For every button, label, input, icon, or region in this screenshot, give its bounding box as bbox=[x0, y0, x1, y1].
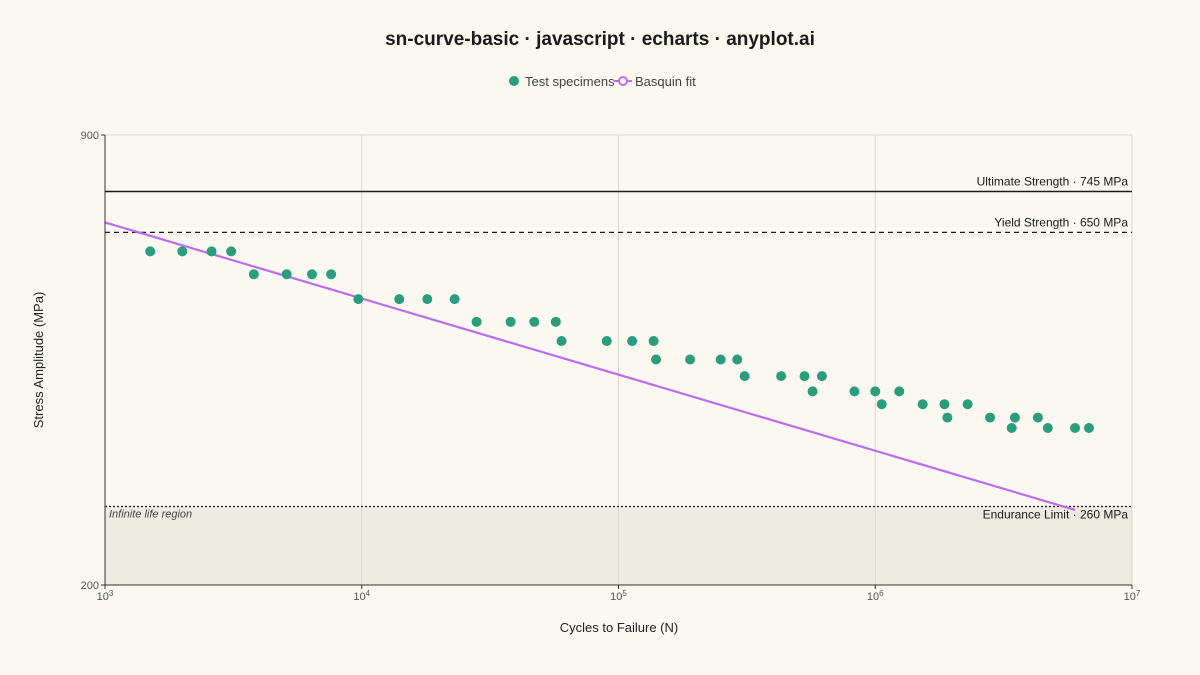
legend[interactable]: Test specimens Basquin fit bbox=[509, 74, 696, 89]
plot-area: Infinite life region Ultimate Strength · … bbox=[104, 134, 1133, 585]
y-axis-label: Stress Amplitude (MPa) bbox=[31, 292, 46, 429]
data-point bbox=[1032, 412, 1043, 423]
data-point bbox=[776, 371, 787, 382]
data-point bbox=[394, 294, 405, 305]
data-point bbox=[556, 336, 567, 347]
x-tick-label: 105 bbox=[610, 589, 627, 603]
data-point bbox=[1006, 423, 1017, 434]
x-tick-label: 107 bbox=[1124, 589, 1141, 603]
data-point bbox=[281, 269, 292, 280]
x-axis-label: Cycles to Failure (N) bbox=[560, 620, 678, 635]
data-point bbox=[876, 399, 887, 410]
yield-label: Yield Strength · 650 MPa bbox=[994, 215, 1128, 229]
data-point bbox=[449, 294, 460, 305]
axes: 103 104 105 106 107 200 900 bbox=[81, 130, 1141, 603]
data-point bbox=[1083, 423, 1094, 434]
data-point bbox=[471, 316, 482, 327]
data-point bbox=[353, 294, 364, 305]
data-point bbox=[807, 386, 818, 397]
basquin-fit-line bbox=[104, 221, 1076, 512]
legend-marker-basquin-fit bbox=[618, 76, 628, 86]
data-point bbox=[739, 371, 750, 382]
data-point bbox=[177, 246, 188, 257]
data-point bbox=[601, 336, 612, 347]
data-point bbox=[206, 246, 217, 257]
data-point bbox=[226, 246, 237, 257]
data-point bbox=[306, 269, 317, 280]
legend-marker-test-specimens bbox=[509, 76, 519, 86]
data-point bbox=[816, 371, 827, 382]
data-point bbox=[529, 316, 540, 327]
data-point bbox=[917, 399, 928, 410]
x-tick-label: 103 bbox=[97, 589, 114, 603]
legend-label-basquin-fit: Basquin fit bbox=[635, 74, 696, 89]
data-point bbox=[248, 269, 259, 280]
data-point bbox=[849, 386, 860, 397]
chart-title: sn-curve-basic · javascript · echarts · … bbox=[385, 29, 815, 50]
data-point bbox=[648, 336, 659, 347]
data-point bbox=[326, 269, 337, 280]
data-point bbox=[550, 316, 561, 327]
data-point bbox=[894, 386, 905, 397]
y-tick-label: 200 bbox=[81, 580, 99, 592]
x-tick-label: 106 bbox=[867, 589, 884, 603]
data-point bbox=[1009, 412, 1020, 423]
data-point bbox=[985, 412, 996, 423]
ultimate-label: Ultimate Strength · 745 MPa bbox=[977, 175, 1129, 189]
data-point bbox=[1042, 423, 1053, 434]
x-tick-label: 104 bbox=[353, 589, 370, 603]
legend-item-test-specimens[interactable]: Test specimens bbox=[509, 74, 615, 89]
data-point bbox=[422, 294, 433, 305]
y-tick-label: 900 bbox=[81, 130, 99, 142]
data-point bbox=[962, 399, 973, 410]
data-point bbox=[942, 412, 953, 423]
endurance-label: Endurance Limit · 260 MPa bbox=[983, 508, 1129, 522]
data-point bbox=[627, 336, 638, 347]
infinite-life-region-label: Infinite life region bbox=[109, 509, 192, 521]
data-point bbox=[1070, 423, 1081, 434]
data-point bbox=[685, 354, 696, 365]
legend-label-test-specimens: Test specimens bbox=[525, 74, 615, 89]
data-point bbox=[870, 386, 881, 397]
data-point bbox=[939, 399, 950, 410]
data-point bbox=[799, 371, 810, 382]
data-point bbox=[651, 354, 662, 365]
legend-item-basquin-fit[interactable]: Basquin fit bbox=[614, 74, 696, 89]
data-point bbox=[715, 354, 726, 365]
data-point bbox=[505, 316, 516, 327]
data-point bbox=[732, 354, 743, 365]
data-point bbox=[145, 246, 156, 257]
